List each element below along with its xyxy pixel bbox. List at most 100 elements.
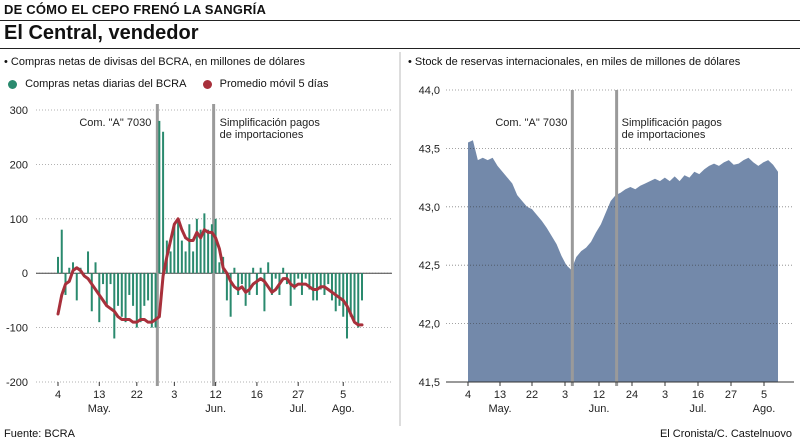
bar-compras-netas	[282, 267, 285, 274]
x-month-label: May.	[88, 403, 111, 415]
x-month-label: Jun.	[589, 403, 610, 415]
bar-compras-netas	[319, 273, 322, 290]
bar-compras-netas	[293, 273, 296, 290]
x-tick-label: 16	[251, 389, 263, 401]
y-tick-label: 43,0	[419, 202, 440, 214]
bar-compras-netas	[259, 267, 262, 274]
bar-compras-netas	[177, 218, 180, 274]
bar-compras-netas	[270, 273, 273, 295]
bar-compras-netas	[203, 213, 206, 274]
bar-compras-netas	[334, 273, 337, 312]
bar-compras-netas	[214, 218, 217, 274]
bar-compras-netas	[255, 273, 258, 295]
left-chart-subtitle: • Compras netas de divisas del BCRA, en …	[4, 56, 305, 68]
annotation-simplificacion-line1: Simplificación pagos	[220, 117, 321, 129]
x-tick-label: 3	[562, 389, 568, 401]
bar-compras-netas	[210, 224, 213, 274]
bar-compras-netas	[90, 273, 93, 312]
y-tick-label: 300	[10, 105, 28, 117]
x-tick-label: 3	[171, 389, 177, 401]
bar-compras-netas	[225, 273, 228, 301]
bar-compras-netas	[135, 273, 138, 328]
annotation-simplificacion-line1: Simplificación pagos	[622, 117, 723, 129]
bar-compras-netas	[315, 273, 318, 301]
bar-compras-netas	[233, 267, 236, 274]
bar-compras-netas	[312, 273, 315, 301]
x-tick-label: 5	[340, 389, 346, 401]
bar-compras-netas	[244, 273, 247, 306]
x-tick-label: 13	[494, 389, 506, 401]
x-tick-label: 12	[210, 389, 222, 401]
bar-compras-netas	[139, 273, 142, 323]
y-tick-label: 42,5	[419, 260, 440, 272]
x-tick-label: 3	[662, 389, 668, 401]
y-tick-label: 0	[22, 268, 28, 280]
y-tick-label: -200	[6, 377, 28, 389]
x-tick-label: 16	[692, 389, 704, 401]
bar-compras-netas	[195, 218, 198, 274]
x-tick-label: 22	[526, 389, 538, 401]
right-chart-subtitle-text: Stock de reservas internacionales, en mi…	[414, 56, 741, 68]
x-month-label: Jul.	[290, 403, 307, 415]
bar-compras-netas	[184, 251, 187, 274]
right-chart: 44,0 43,5 43,0 42,5 42,0 41,5 Com. "A" 7030 Sim…	[419, 85, 794, 415]
bar-compras-netas	[102, 273, 105, 285]
y-tick-label: 44,0	[419, 85, 440, 97]
bar-compras-netas	[113, 273, 116, 339]
bar-compras-netas	[237, 273, 240, 295]
bar-compras-netas	[150, 273, 153, 328]
bar-compras-netas	[169, 251, 172, 274]
x-tick-label: 24	[626, 389, 638, 401]
kicker-headline: DE CÓMO EL CEPO FRENÓ LA SANGRÍA	[4, 2, 267, 17]
bar-compras-netas	[229, 273, 232, 317]
bar-compras-netas	[323, 273, 326, 295]
x-month-label: Ago.	[753, 403, 776, 415]
y-tick-label: 100	[10, 214, 28, 226]
x-month-label: May.	[488, 403, 511, 415]
bar-compras-netas	[349, 273, 352, 317]
bars-legend-swatch	[8, 79, 17, 89]
bar-compras-netas	[274, 273, 277, 279]
y-tick-label: 42,0	[419, 319, 440, 331]
x-tick-label: 5	[761, 389, 767, 401]
bar-compras-netas	[342, 273, 345, 317]
bar-compras-netas	[289, 273, 292, 306]
annotation-simplificacion-line2: de importaciones	[220, 129, 304, 141]
x-month-label: Jul.	[689, 403, 706, 415]
bar-compras-netas	[117, 273, 120, 306]
annotation-simplificacion-line2: de importaciones	[622, 129, 706, 141]
bar-compras-netas	[98, 273, 101, 323]
bar-compras-netas	[158, 120, 161, 274]
y-tick-label: 41,5	[419, 377, 440, 389]
bar-compras-netas	[180, 240, 183, 274]
bar-compras-netas	[361, 273, 363, 301]
bar-compras-netas	[263, 273, 266, 312]
x-tick-label: 4	[465, 389, 471, 401]
bar-compras-netas	[218, 262, 221, 274]
line-legend-swatch	[202, 79, 212, 89]
left-chart-legend: Compras netas diarias del BCRA Promedio …	[8, 78, 328, 90]
bar-compras-netas	[308, 273, 311, 290]
legend-item-bars: Compras netas diarias del BCRA	[25, 78, 187, 91]
bar-compras-netas	[124, 273, 127, 323]
annotation-com-7030: Com. "A" 7030	[495, 117, 567, 129]
y-tick-label: -100	[6, 323, 28, 335]
left-chart-subtitle-text: Compras netas de divisas del BCRA, en mi…	[10, 56, 306, 68]
bullet-icon: •	[408, 56, 412, 68]
bar-compras-netas	[109, 273, 112, 285]
bar-compras-netas	[248, 273, 251, 295]
bar-compras-netas	[327, 273, 330, 285]
bar-compras-netas	[357, 273, 360, 328]
bullet-icon: •	[4, 56, 8, 68]
source-note: Fuente: BCRA	[4, 428, 75, 440]
bar-compras-netas	[57, 256, 59, 274]
x-month-label: Jun.	[205, 403, 226, 415]
bar-compras-netas	[304, 273, 307, 279]
x-tick-label: 27	[292, 389, 304, 401]
annotation-com-7030: Com. "A" 7030	[79, 117, 151, 129]
bar-compras-netas	[68, 267, 71, 274]
bar-compras-netas	[94, 262, 97, 274]
bar-compras-netas	[87, 251, 90, 274]
bar-compras-netas	[192, 251, 195, 274]
